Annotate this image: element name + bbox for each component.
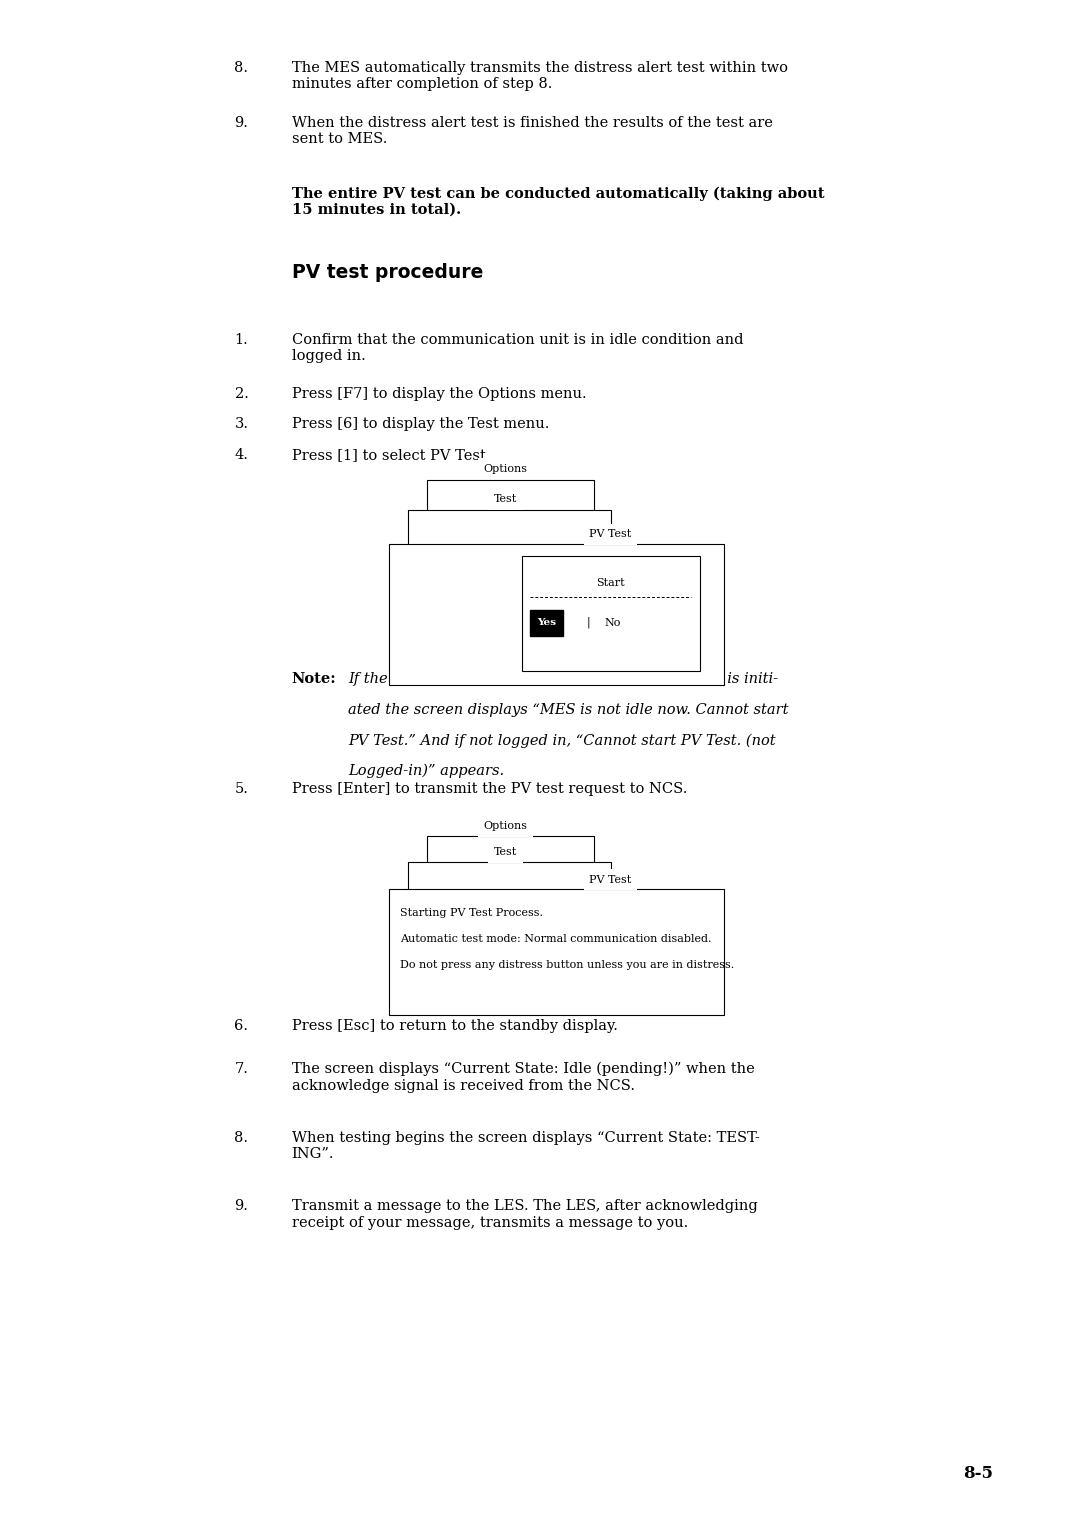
Bar <box>389 889 724 1015</box>
Text: 1.: 1. <box>234 333 248 347</box>
Bar <box>427 836 594 927</box>
Text: ated the screen displays “MES is not idle now. Cannot start: ated the screen displays “MES is not idl… <box>348 703 788 717</box>
Text: 7.: 7. <box>234 1062 248 1076</box>
Text: If the communication unit is not idle when the test is initi-: If the communication unit is not idle wh… <box>348 672 778 686</box>
Text: 6.: 6. <box>234 1019 248 1033</box>
Text: Press [1] to select PV Test.: Press [1] to select PV Test. <box>292 448 490 461</box>
Text: Press [Esc] to return to the standby display.: Press [Esc] to return to the standby dis… <box>292 1019 618 1033</box>
Text: No: No <box>605 617 621 628</box>
Text: When the distress alert test is finished the results of the test are
sent to MES: When the distress alert test is finished… <box>292 116 772 147</box>
Text: The screen displays “Current State: Idle (pending!)” when the
acknowledge signal: The screen displays “Current State: Idle… <box>292 1062 754 1093</box>
Text: Press [6] to display the Test menu.: Press [6] to display the Test menu. <box>292 417 549 431</box>
Text: Confirm that the communication unit is in idle condition and
logged in.: Confirm that the communication unit is i… <box>292 333 743 364</box>
Text: PV test procedure: PV test procedure <box>292 263 483 281</box>
Text: Press [Enter] to transmit the PV test request to NCS.: Press [Enter] to transmit the PV test re… <box>292 782 687 796</box>
Text: Options: Options <box>484 463 527 474</box>
Bar <box>522 556 700 671</box>
Text: 8.: 8. <box>234 1131 248 1144</box>
Text: 9.: 9. <box>234 116 248 130</box>
Text: Logged-in)” appears.: Logged-in)” appears. <box>348 764 504 778</box>
Text: The MES automatically transmits the distress alert test within two
minutes after: The MES automatically transmits the dist… <box>292 61 787 92</box>
Text: PV Test.” And if not logged in, “Cannot start PV Test. (not: PV Test.” And if not logged in, “Cannot … <box>348 733 775 747</box>
Text: 8-5: 8-5 <box>963 1465 994 1482</box>
Text: Options: Options <box>484 821 527 831</box>
Text: Note:: Note: <box>292 672 336 686</box>
Text: Yes: Yes <box>537 619 556 626</box>
Text: Transmit a message to the LES. The LES, after acknowledging
receipt of your mess: Transmit a message to the LES. The LES, … <box>292 1199 757 1230</box>
Text: Automatic test mode: Normal communication disabled.: Automatic test mode: Normal communicatio… <box>400 934 711 944</box>
Text: |: | <box>586 617 591 628</box>
Bar <box>408 862 611 953</box>
Text: Test: Test <box>494 847 517 857</box>
Text: Test: Test <box>494 494 517 504</box>
Bar <box>530 610 563 636</box>
Text: PV Test: PV Test <box>589 874 632 885</box>
Text: Do not press any distress button unless you are in distress.: Do not press any distress button unless … <box>400 960 733 970</box>
Text: Figure 8-3 PV test screen: Figure 8-3 PV test screen <box>510 634 689 648</box>
Text: Figure 8-4 PV test screen: Figure 8-4 PV test screen <box>510 981 689 995</box>
Text: The entire PV test can be conducted automatically (taking about
15 minutes in to: The entire PV test can be conducted auto… <box>292 186 824 217</box>
Text: 3.: 3. <box>234 417 248 431</box>
Bar <box>427 480 594 591</box>
Text: 8.: 8. <box>234 61 248 75</box>
Text: Start: Start <box>596 578 625 588</box>
Text: 5.: 5. <box>234 782 248 796</box>
Text: When testing begins the screen displays “Current State: TEST-
ING”.: When testing begins the screen displays … <box>292 1131 759 1161</box>
Bar <box>389 544 724 685</box>
Text: 9.: 9. <box>234 1199 248 1213</box>
Text: Starting PV Test Process.: Starting PV Test Process. <box>400 908 542 918</box>
Text: Press [F7] to display the Options menu.: Press [F7] to display the Options menu. <box>292 387 586 400</box>
Text: 2.: 2. <box>234 387 248 400</box>
Text: 4.: 4. <box>234 448 248 461</box>
Bar <box>408 510 611 622</box>
Text: PV Test: PV Test <box>589 529 632 539</box>
